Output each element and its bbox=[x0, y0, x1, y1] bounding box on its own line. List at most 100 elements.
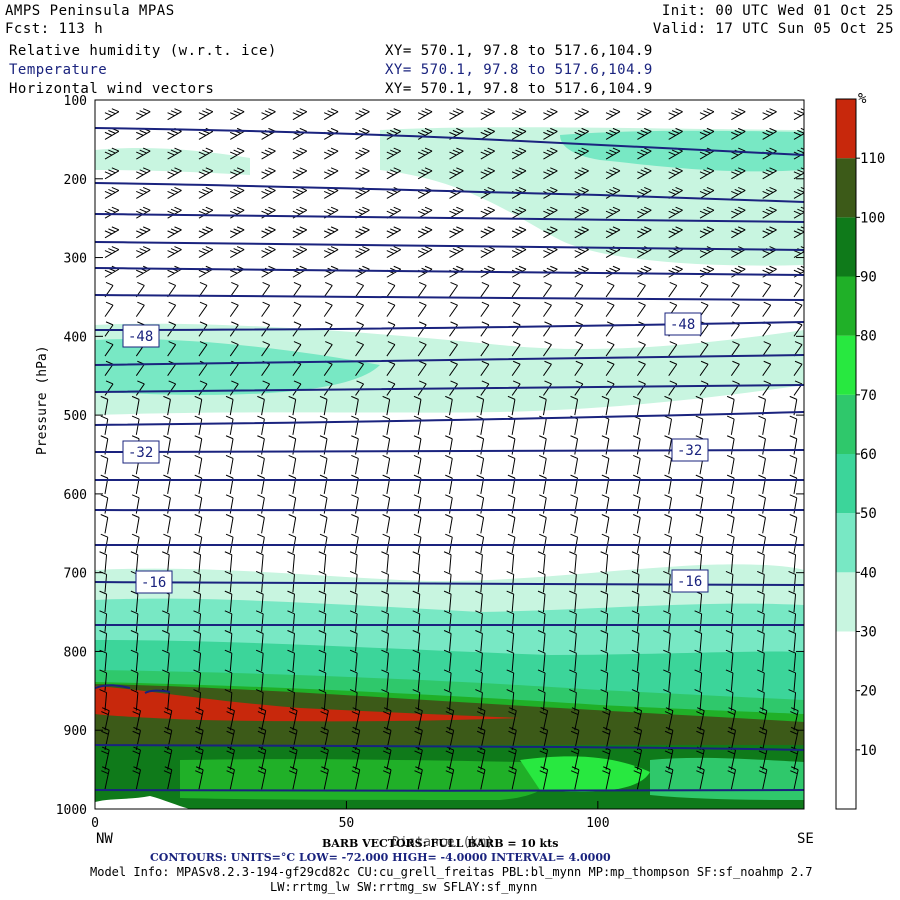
wind-barb bbox=[539, 454, 547, 475]
wind-barb bbox=[198, 108, 214, 121]
wind-barb bbox=[757, 630, 765, 652]
wind-barb bbox=[226, 746, 235, 770]
wind-barb bbox=[789, 454, 798, 475]
wind-barb bbox=[475, 590, 483, 613]
wind-barb bbox=[443, 610, 452, 632]
wind-barb bbox=[255, 590, 264, 613]
wind-barb bbox=[480, 341, 490, 357]
wind-barb bbox=[355, 246, 370, 258]
wind-barb bbox=[351, 766, 361, 790]
wind-barb bbox=[195, 726, 204, 751]
colorbar-swatch bbox=[836, 158, 856, 218]
wind-barb bbox=[413, 514, 422, 534]
wind-barb bbox=[600, 649, 609, 672]
wind-barb bbox=[226, 766, 235, 790]
wind-barb bbox=[543, 167, 558, 180]
wind-barb bbox=[136, 226, 151, 239]
wind-barb bbox=[224, 649, 233, 672]
wind-barb bbox=[319, 514, 328, 534]
wind-barb bbox=[195, 746, 204, 770]
wind-barb bbox=[574, 380, 584, 396]
wind-barb bbox=[631, 669, 640, 691]
wind-barb bbox=[699, 341, 709, 357]
wind-barb bbox=[762, 341, 772, 357]
wind-barb bbox=[636, 282, 646, 298]
wind-barb bbox=[631, 649, 640, 672]
temperature-contours bbox=[95, 127, 804, 792]
xy-readout-rh: XY= 570.1, 97.8 to 517.6,104.9 bbox=[385, 43, 653, 59]
wind-barb bbox=[731, 108, 746, 121]
wind-barb bbox=[695, 415, 704, 435]
wind-barb bbox=[574, 282, 584, 298]
wind-barb bbox=[731, 265, 746, 278]
wind-barb bbox=[162, 649, 170, 672]
rh-band-low-7 bbox=[95, 684, 804, 745]
model-info-radiation: LW:rrtmg_lw SW:rrtmg_sw SFLAY:sf_mynn bbox=[270, 880, 538, 894]
wind-barb bbox=[225, 454, 234, 475]
wind-barb bbox=[288, 514, 297, 534]
wind-barb bbox=[508, 766, 517, 790]
colorbar-tick-label: 20 bbox=[860, 684, 877, 700]
wind-barb bbox=[257, 514, 265, 534]
y-tick-label: 400 bbox=[64, 330, 87, 345]
wind-barb bbox=[130, 610, 139, 632]
wind-barb bbox=[417, 341, 427, 357]
wind-barb bbox=[511, 167, 527, 180]
wind-barb bbox=[445, 395, 453, 416]
wind-barb bbox=[349, 649, 358, 672]
wind-barb bbox=[570, 395, 579, 416]
forecast-hour: Fcst: 113 h bbox=[5, 21, 104, 37]
wind-barb bbox=[543, 108, 558, 121]
wind-barb bbox=[570, 766, 580, 790]
wind-barb bbox=[136, 147, 151, 160]
xy-readout-wind: XY= 570.1, 97.8 to 517.6,104.9 bbox=[385, 81, 653, 97]
wind-barb bbox=[443, 551, 452, 573]
wind-barb bbox=[758, 415, 766, 435]
wind-barb bbox=[287, 669, 295, 691]
wind-barb bbox=[449, 108, 464, 121]
wind-barb bbox=[569, 669, 577, 691]
wind-barb bbox=[349, 551, 358, 573]
colorbar-swatch bbox=[836, 749, 856, 809]
wind-barb bbox=[445, 514, 453, 534]
wind-barb bbox=[323, 341, 333, 357]
wind-barb bbox=[793, 108, 804, 121]
wind-barb bbox=[511, 206, 527, 219]
wind-barb bbox=[99, 649, 108, 672]
wind-barb bbox=[539, 514, 547, 534]
wind-barb bbox=[793, 187, 804, 199]
wind-barb bbox=[699, 108, 715, 121]
wind-barb bbox=[480, 108, 495, 121]
wind-barb bbox=[699, 187, 715, 199]
wind-barb bbox=[292, 226, 308, 239]
wind-barb bbox=[162, 610, 170, 632]
wind-barb bbox=[351, 454, 359, 475]
wind-barb bbox=[229, 341, 239, 357]
y-axis-label: Pressure (hPa) bbox=[35, 345, 50, 455]
wind-barb bbox=[507, 514, 516, 534]
wind-barb bbox=[289, 707, 298, 731]
wind-barb bbox=[788, 649, 797, 672]
wind-barb bbox=[99, 689, 108, 711]
wind-barb bbox=[351, 707, 361, 731]
contour-label: -32 bbox=[677, 443, 702, 459]
wind-barb bbox=[730, 360, 740, 377]
wind-barb bbox=[574, 147, 589, 160]
wind-barb bbox=[261, 301, 271, 317]
wind-barb bbox=[100, 514, 109, 534]
wind-barb bbox=[255, 649, 264, 672]
wind-barb bbox=[382, 707, 392, 731]
contour-label-box bbox=[671, 569, 709, 593]
wind-barb bbox=[224, 689, 233, 711]
wind-barb bbox=[726, 415, 735, 435]
wind-barb bbox=[475, 649, 483, 672]
wind-barb bbox=[727, 766, 737, 790]
wind-barb bbox=[537, 649, 546, 672]
wind-barb bbox=[699, 206, 715, 219]
wind-barb bbox=[762, 187, 777, 199]
wind-barb bbox=[511, 282, 521, 298]
wind-barb bbox=[793, 226, 804, 239]
wind-barb bbox=[511, 360, 521, 377]
contour-label-box bbox=[664, 312, 702, 336]
wind-barb bbox=[506, 610, 515, 632]
